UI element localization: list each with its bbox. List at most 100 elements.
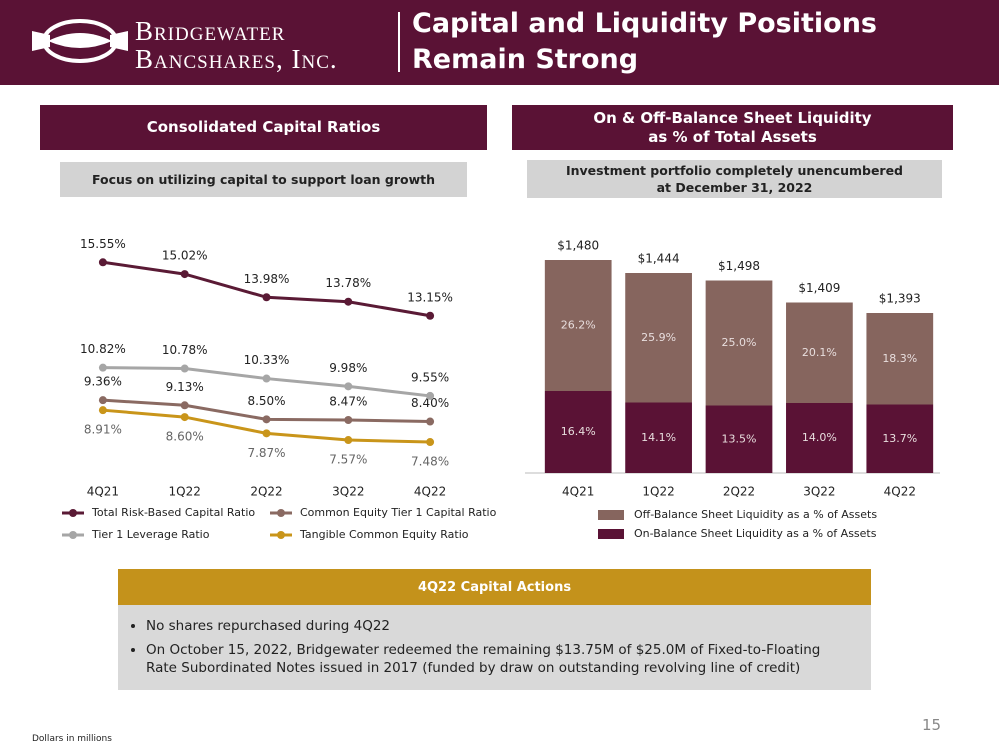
data-label: 10.82% <box>80 342 126 356</box>
legend-marker <box>277 509 285 517</box>
data-label: 9.55% <box>411 370 449 384</box>
legend-swatch <box>598 529 624 539</box>
data-label: 10.78% <box>162 343 208 357</box>
slide-title: Capital and Liquidity Positions Remain S… <box>412 6 877 78</box>
legend-label: Total Risk-Based Capital Ratio <box>91 506 255 519</box>
charts: 4Q21 1Q22 2Q22 3Q22 4Q22 15.55% 15.02% 13.98% 13… <box>62 237 940 541</box>
bar-segment <box>544 391 612 473</box>
data-label: 25.0% <box>722 336 757 349</box>
x-tick-label: 4Q21 <box>87 485 119 499</box>
legend-marker <box>69 509 77 517</box>
legend-label: Common Equity Tier 1 Capital Ratio <box>300 506 497 519</box>
x-tick-label: 3Q22 <box>803 485 835 499</box>
bar-segment <box>625 402 692 473</box>
header <box>0 0 999 85</box>
point <box>344 436 353 445</box>
point <box>180 364 189 373</box>
data-label: 9.36% <box>84 375 122 389</box>
point <box>180 413 189 422</box>
bar-segment <box>786 302 853 403</box>
point <box>262 293 271 302</box>
legend-label: Tangible Common Equity Ratio <box>299 528 469 541</box>
page-number: 15 <box>922 716 942 734</box>
bullet: No shares repurchased during 4Q22 <box>146 617 855 635</box>
data-label: 13.5% <box>722 432 757 445</box>
data-label: 13.15% <box>407 290 453 304</box>
subheading-text: Investment portfolio completely unencumb… <box>565 163 904 178</box>
subheading-text: Focus on utilizing capital to support lo… <box>91 172 436 187</box>
bar-segment <box>625 273 692 403</box>
point <box>262 374 271 383</box>
heading-text: as % of Total Assets <box>648 127 817 146</box>
point <box>98 363 107 372</box>
data-label: 14.1% <box>641 431 676 444</box>
bar-segment <box>866 313 934 405</box>
x-tick-label: 2Q22 <box>723 485 755 499</box>
bar-segment <box>705 280 773 406</box>
total-label: $1,480 <box>557 239 599 253</box>
data-label: 13.7% <box>882 432 917 445</box>
point <box>262 415 271 424</box>
logo-line: Bancshares, Inc. <box>135 44 338 74</box>
legend-marker <box>277 531 285 539</box>
total-label: $1,444 <box>638 252 680 266</box>
data-label: 10.33% <box>244 353 290 367</box>
data-label: 13.98% <box>244 272 290 286</box>
logo-line: Bridgewater <box>135 16 286 46</box>
point <box>344 297 353 306</box>
point <box>426 311 435 320</box>
footnote: Dollars in millions <box>32 734 112 744</box>
data-label: 9.13% <box>166 380 204 394</box>
data-label: 8.91% <box>84 423 122 437</box>
x-tick-label: 1Q22 <box>642 485 674 499</box>
data-label: 15.55% <box>80 237 126 251</box>
heading-text: On & Off-Balance Sheet Liquidity <box>593 108 872 127</box>
bullet: On October 15, 2022, Bridgewater redeeme… <box>146 641 855 677</box>
logo-text: Bridgewater Bancshares, Inc. <box>135 17 338 73</box>
title-line: Capital and Liquidity Positions <box>412 8 877 39</box>
legend-label: Tier 1 Leverage Ratio <box>91 528 210 541</box>
heading-text: Consolidated Capital Ratios <box>146 118 381 136</box>
x-tick-label: 1Q22 <box>169 485 201 499</box>
point <box>98 258 107 267</box>
data-label: 7.48% <box>411 455 449 469</box>
data-label: 13.78% <box>325 276 371 290</box>
x-tick-label: 2Q22 <box>250 485 282 499</box>
x-tick-label: 4Q22 <box>884 485 916 499</box>
legend-marker <box>69 531 77 539</box>
panel-subheading: Focus on utilizing capital to support lo… <box>60 162 467 197</box>
actions-heading: 4Q22 Capital Actions <box>118 569 871 605</box>
x-tick-label: 4Q21 <box>562 485 594 499</box>
point <box>344 382 353 391</box>
data-label: 8.47% <box>329 394 367 408</box>
point <box>262 429 271 438</box>
data-label: 8.50% <box>247 394 285 408</box>
logo-mark <box>32 19 128 63</box>
point <box>344 415 353 424</box>
data-label: 16.4% <box>561 425 596 438</box>
bar-segment <box>544 260 612 391</box>
x-tick-label: 3Q22 <box>332 485 364 499</box>
data-label: 8.40% <box>411 396 449 410</box>
actions-body: No shares repurchased during 4Q22 On Oct… <box>118 605 871 690</box>
point <box>426 417 435 426</box>
bar-segment <box>786 403 853 473</box>
data-label: 15.02% <box>162 249 208 263</box>
bullet-list: No shares repurchased during 4Q22 On Oct… <box>128 617 855 677</box>
separator <box>398 12 400 72</box>
point <box>98 406 107 415</box>
data-label: 20.1% <box>802 346 837 359</box>
point <box>426 438 435 447</box>
point <box>180 401 189 410</box>
panel-heading: Consolidated Capital Ratios <box>40 105 487 150</box>
x-tick-label: 4Q22 <box>414 485 446 499</box>
data-label: 8.60% <box>166 430 204 444</box>
data-label: 7.57% <box>329 453 367 467</box>
total-label: $1,409 <box>798 281 840 295</box>
total-label: $1,393 <box>879 292 921 306</box>
legend-label: Off-Balance Sheet Liquidity as a % of As… <box>634 508 877 521</box>
data-label: 25.9% <box>641 331 676 344</box>
panel-heading: On & Off-Balance Sheet Liquidity as % of… <box>512 105 953 150</box>
data-label: 7.87% <box>247 446 285 460</box>
title-line: Remain Strong <box>412 44 639 75</box>
